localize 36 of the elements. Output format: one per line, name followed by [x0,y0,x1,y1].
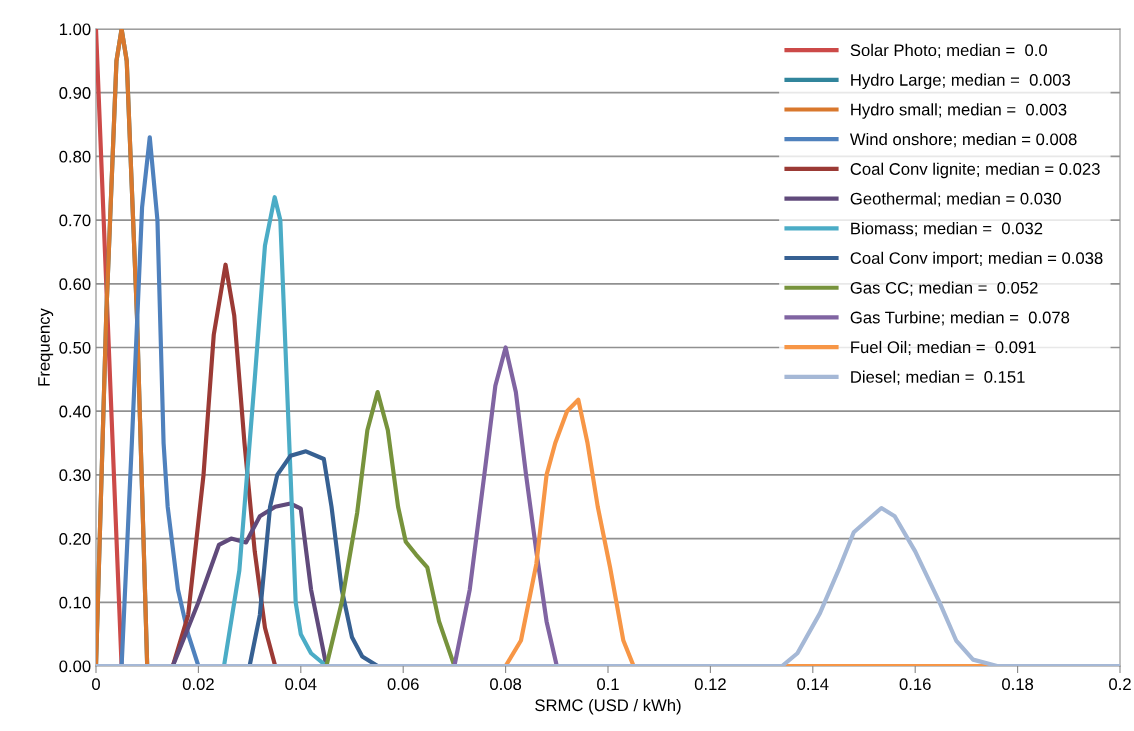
x-axis-title: SRMC (USD / kWh) [535,698,681,715]
y-tick-label: 0.30 [59,469,91,482]
x-tick-label: 0.08 [490,678,522,691]
legend-label: Coal Conv lignite; median = 0.023 [850,162,1100,179]
y-tick-label: 0.00 [59,660,91,673]
legend-label: Diesel; median = 0.151 [851,370,1025,385]
legend-label: Solar Photo; median = 0.0 [850,43,1048,59]
x-tick-label: 0.2 [1109,678,1131,691]
y-tick-label: 0.50 [59,341,91,354]
y-tick-label: 0.80 [59,150,91,163]
x-tick-label: 0.18 [1002,678,1034,691]
x-tick-label: 0.04 [285,678,317,691]
legend-label: Coal Conv import; median = 0.038 [850,251,1103,268]
legend-label: Wind onshore; median = 0.008 [849,132,1077,148]
y-tick-label: 0.70 [59,214,91,227]
x-tick-label: 0.06 [387,678,419,691]
x-tick-label: 0.02 [182,678,214,691]
y-tick-label: 0.20 [59,533,91,545]
y-tick-label: 0.10 [59,596,91,609]
x-tick-label: 0.1 [597,678,619,691]
legend-label: Biomass; median = 0.032 [851,222,1043,237]
legend-label: Gas Turbine; median = 0.078 [850,311,1070,326]
y-axis-title: Frequency [38,308,54,386]
legend-label: Geothermal; median = 0.030 [850,192,1061,207]
x-tick-label: 0.14 [797,678,829,691]
y-tick-label: 0.40 [59,405,91,418]
y-tick-label: 0.90 [59,87,91,99]
legend-label: Fuel Oil; median = 0.091 [851,340,1036,356]
x-tick-label: 0.16 [899,678,931,691]
legend-label: Hydro small; median = 0.003 [851,103,1067,119]
y-tick-label: 1.00 [59,23,91,36]
legend-label: Gas CC; median = 0.052 [850,281,1038,296]
legend-label: Hydro Large; median = 0.003 [851,73,1071,90]
y-tick-label: 0.60 [59,278,91,290]
x-tick-label: 0 [92,678,100,691]
x-tick-label: 0.12 [694,678,726,691]
